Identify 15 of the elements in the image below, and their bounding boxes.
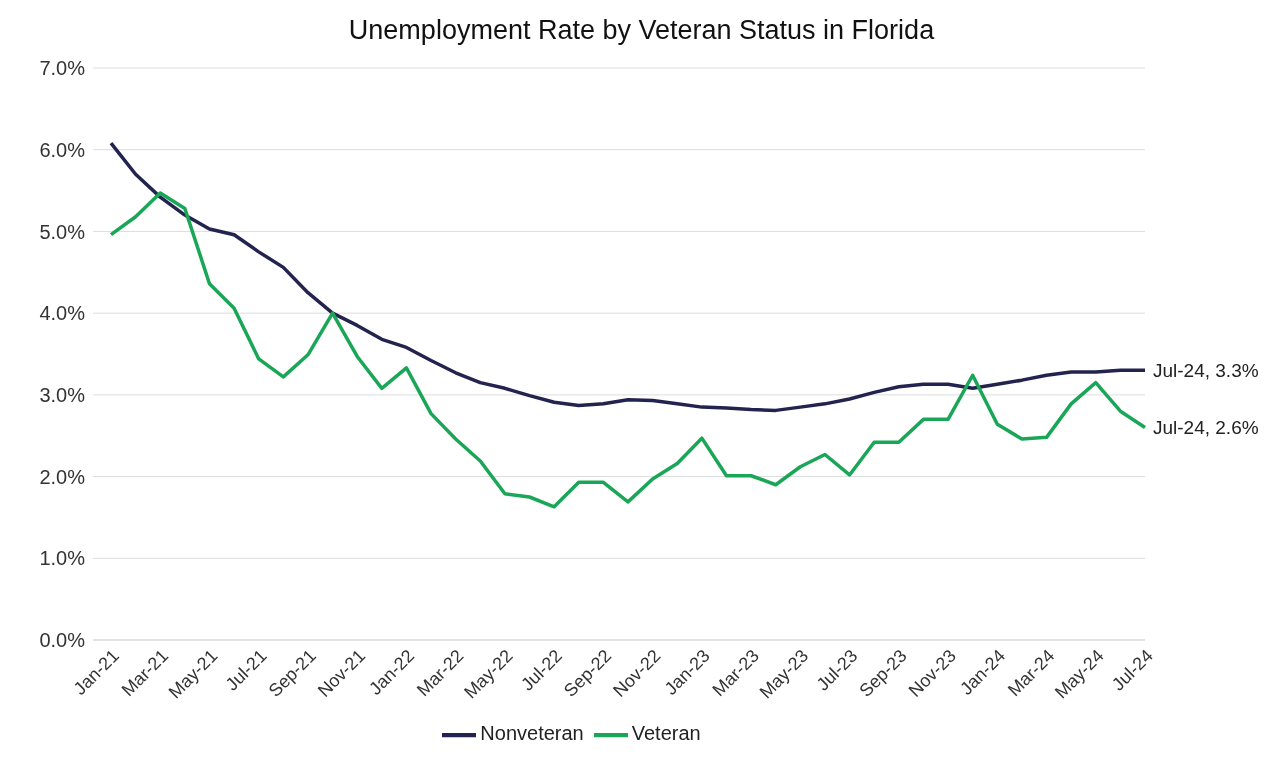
chart-title: Unemployment Rate by Veteran Status in Florida bbox=[347, 14, 936, 47]
y-tick-label: 1.0% bbox=[39, 547, 86, 570]
text: Jul-24, 3.3% bbox=[1153, 359, 1259, 381]
y-tick-label: 6.0% bbox=[39, 138, 86, 161]
y-tick-label: 7.0% bbox=[39, 57, 86, 80]
legend-label: Veteran bbox=[631, 722, 701, 745]
y-tick-label: 0.0% bbox=[39, 629, 86, 652]
legend-label: Nonveteran bbox=[480, 722, 584, 745]
line-series bbox=[109, 191, 1147, 509]
line-series bbox=[109, 141, 1147, 413]
y-tick-label: 2.0% bbox=[39, 465, 86, 488]
y-tick-label: 4.0% bbox=[39, 302, 86, 325]
y-tick-label: 5.0% bbox=[39, 220, 86, 243]
text: Jul-24, 2.6% bbox=[1153, 417, 1259, 439]
y-tick-label: 3.0% bbox=[39, 383, 86, 406]
